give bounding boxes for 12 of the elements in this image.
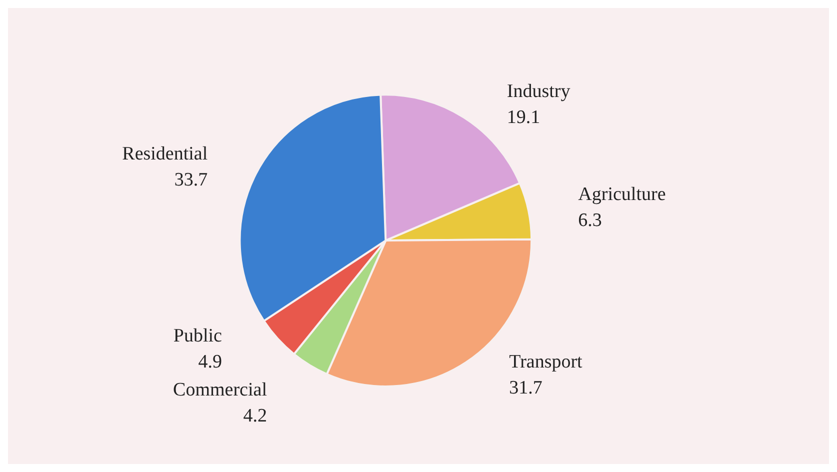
data-label: 4.9 (198, 351, 222, 372)
slice-label: Residential (122, 143, 208, 164)
slice-label: Industry (506, 81, 571, 102)
data-label: 4.2 (243, 405, 267, 426)
slice-label: Agriculture (578, 184, 666, 206)
data-label: 31.7 (509, 377, 542, 398)
slice-label: Commercial (173, 379, 267, 400)
data-label: 6.3 (578, 210, 602, 232)
slice-label: Public (173, 325, 222, 346)
slice-label: Transport (509, 351, 584, 372)
data-label: 33.7 (174, 169, 208, 190)
data-label: 19.1 (506, 107, 540, 128)
